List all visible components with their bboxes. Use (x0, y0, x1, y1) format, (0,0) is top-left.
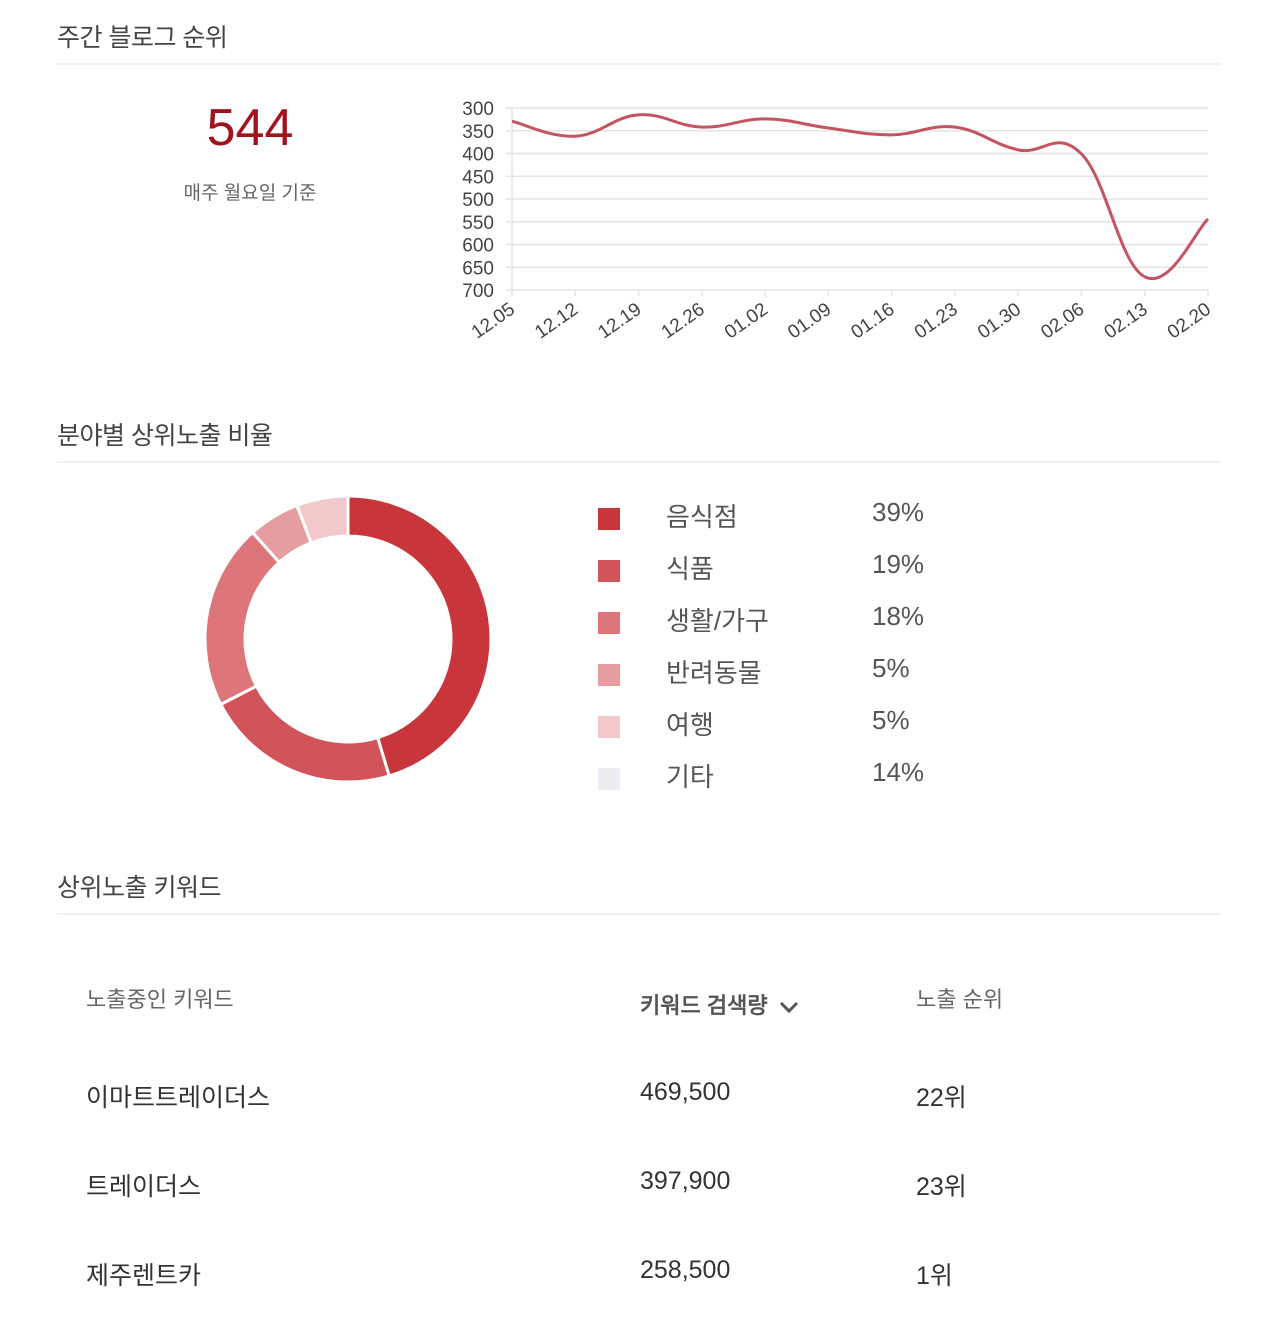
section-divider (57, 913, 1221, 915)
rank-cell: 1위 (916, 1262, 953, 1290)
rank-basis-note: 매주 월요일 기준 (183, 183, 317, 204)
keywords-title: 상위노출 키워드 (57, 874, 221, 902)
column-header-keyword: 노출중인 키워드 (86, 987, 234, 1012)
legend-swatch (598, 768, 620, 790)
svg-text:02.20: 02.20 (1164, 299, 1215, 343)
column-header-search-volume-label: 키워드 검색량 (640, 993, 768, 1018)
legend-value: 39% (872, 497, 925, 527)
legend-label: 생활/가구 (666, 606, 769, 636)
column-header-rank: 노출 순위 (916, 987, 1004, 1012)
svg-text:12.19: 12.19 (594, 299, 645, 343)
svg-text:400: 400 (462, 145, 494, 166)
svg-text:12.12: 12.12 (531, 299, 582, 343)
legend-label: 반려동물 (666, 658, 762, 688)
legend-label: 기타 (666, 762, 714, 792)
svg-text:01.23: 01.23 (911, 299, 962, 343)
chevron-down-icon[interactable] (778, 994, 800, 1020)
svg-text:600: 600 (462, 236, 494, 257)
category-donut-chart (203, 494, 493, 784)
current-rank-value: 544 (206, 99, 294, 157)
search-volume-cell: 397,900 (640, 1167, 731, 1195)
legend-value: 19% (872, 549, 925, 579)
keyword-cell: 제주렌트카 (86, 1262, 202, 1290)
category-ratio-title: 분야별 상위노출 비율 (57, 422, 273, 450)
legend-swatch (598, 664, 620, 686)
svg-text:700: 700 (462, 281, 494, 302)
svg-text:12.26: 12.26 (658, 299, 709, 343)
keyword-cell: 이마트트레이더스 (86, 1084, 271, 1112)
keyword-cell: 트레이더스 (86, 1173, 202, 1201)
svg-text:550: 550 (462, 213, 494, 234)
svg-text:02.06: 02.06 (1037, 299, 1088, 343)
legend-label: 식품 (666, 554, 714, 584)
svg-text:02.13: 02.13 (1101, 299, 1152, 343)
legend-label: 음식점 (666, 502, 738, 532)
rank-cell: 23위 (916, 1173, 967, 1201)
svg-text:500: 500 (462, 190, 494, 211)
svg-text:12.05: 12.05 (468, 299, 519, 343)
svg-text:01.02: 01.02 (721, 299, 772, 343)
search-volume-cell: 469,500 (640, 1078, 731, 1106)
svg-text:350: 350 (462, 122, 494, 143)
svg-text:01.09: 01.09 (784, 299, 835, 343)
svg-text:450: 450 (462, 167, 494, 188)
legend-label: 여행 (666, 710, 714, 740)
legend-value: 14% (872, 757, 925, 787)
section-divider (57, 63, 1221, 65)
weekly-rank-title: 주간 블로그 순위 (57, 24, 228, 52)
legend-value: 5% (872, 705, 910, 735)
rank-cell: 22위 (916, 1084, 967, 1112)
legend-swatch (598, 560, 620, 582)
legend-value: 18% (872, 601, 925, 631)
section-divider (57, 461, 1221, 463)
legend-swatch (598, 508, 620, 530)
legend-value: 5% (872, 653, 910, 683)
legend-swatch (598, 716, 620, 738)
svg-text:01.30: 01.30 (974, 299, 1025, 343)
column-header-search-volume[interactable]: 키워드 검색량 (640, 988, 800, 1020)
svg-text:300: 300 (462, 99, 494, 120)
legend-swatch (598, 612, 620, 634)
search-volume-cell: 258,500 (640, 1256, 731, 1284)
svg-text:650: 650 (462, 258, 494, 279)
svg-text:01.16: 01.16 (848, 299, 899, 343)
